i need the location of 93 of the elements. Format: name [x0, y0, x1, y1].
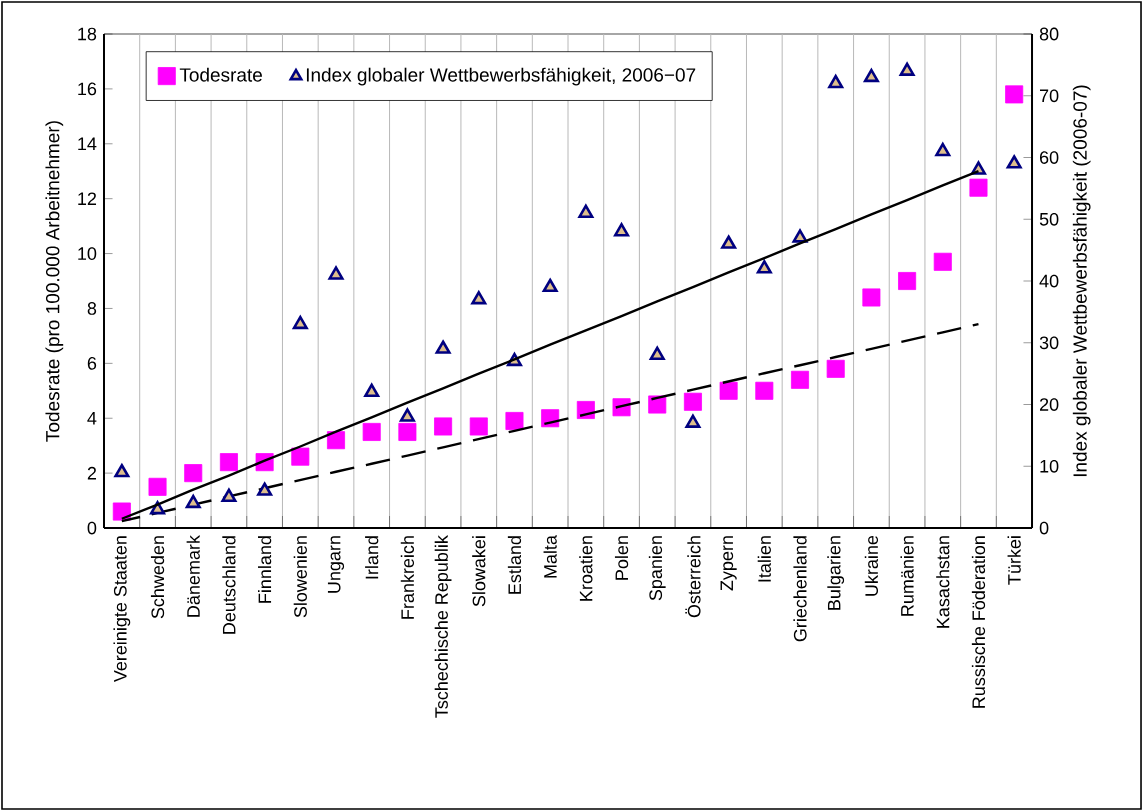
x-tick-label: Griechenland [793, 536, 807, 642]
x-tick-label: Tschechische Republik [434, 535, 452, 718]
x-tick-label: Ungarn [327, 536, 345, 593]
point [899, 62, 915, 76]
x-tick-label: Slowakei [472, 536, 486, 607]
point [721, 235, 737, 249]
x-tick-label: Dänemark [186, 535, 200, 617]
point [435, 340, 451, 354]
point [185, 494, 201, 509]
y-tick-label: 6 [87, 356, 97, 370]
x-tick-label: Finnland [258, 536, 272, 603]
y2-tick-label: 20 [1039, 398, 1059, 411]
y-tick-label: 18 [78, 27, 97, 41]
point [471, 291, 487, 305]
point [505, 411, 524, 430]
point [614, 223, 630, 237]
y2-axis-title: Index globaler Wettbewerbsfähigkeit (2006-07) [1072, 85, 1091, 477]
point [756, 260, 772, 274]
y-tick-label: 0 [87, 521, 97, 535]
y2-tick-label: 30 [1039, 336, 1059, 350]
x-tick-label: Kroatien [579, 536, 593, 601]
point [221, 488, 237, 503]
point [683, 392, 702, 411]
x-tick-label: Malta [543, 535, 557, 578]
point [898, 272, 917, 291]
point [328, 266, 344, 280]
point [719, 381, 738, 400]
x-tick-label: Rumänien [900, 536, 914, 616]
y-tick-label: 14 [78, 137, 97, 150]
y-tick-label: 16 [78, 82, 97, 96]
point [257, 482, 273, 496]
point [933, 252, 952, 271]
y2-tick-label: 0 [1039, 521, 1049, 535]
x-tick-label: Spanien [648, 536, 666, 601]
x-tick-label: Slowenien [293, 536, 307, 618]
point [364, 383, 380, 398]
x-tick-label: Italien [757, 536, 771, 582]
point [114, 463, 130, 478]
x-tick-label: Österreich [685, 536, 701, 618]
x-tick-label: Irland [365, 536, 379, 579]
point [863, 68, 879, 83]
y-tick-label: 12 [78, 192, 97, 205]
point [398, 422, 417, 441]
legend-label: Index globaler Wettbewerbsfähigkeit, 2006−07 [306, 67, 696, 86]
point [434, 417, 453, 436]
point [828, 74, 844, 89]
x-tick-label: Polen [614, 536, 629, 580]
y-tick-label: 8 [87, 302, 97, 315]
point [1005, 85, 1024, 104]
point [826, 359, 845, 378]
point [791, 370, 810, 389]
x-tick-label: Zypern [720, 536, 737, 591]
point [935, 142, 951, 157]
x-tick-label: Estland [507, 536, 522, 594]
point [148, 477, 167, 496]
point [685, 414, 701, 428]
point [292, 315, 308, 330]
point [362, 422, 381, 441]
y2-tick-label: 70 [1039, 89, 1059, 103]
point [469, 417, 488, 436]
point [291, 447, 310, 466]
x-tick-label: Russische Föderation [971, 536, 986, 708]
y-tick-label: 10 [78, 247, 97, 260]
point [1006, 155, 1022, 169]
y-tick-label: 4 [87, 412, 97, 425]
y2-tick-label: 50 [1039, 212, 1059, 226]
point [184, 464, 203, 483]
point [542, 278, 558, 293]
y2-tick-label: 40 [1039, 274, 1059, 288]
point [648, 395, 667, 414]
x-tick-label: Ukraine [864, 535, 879, 596]
y2-tick-label: 80 [1039, 27, 1059, 41]
point [792, 229, 808, 243]
point [327, 431, 345, 450]
point [755, 381, 774, 400]
point [399, 408, 415, 422]
point [862, 288, 881, 307]
y-axis-title: Todesrate (pro 100.000 Arbeitnehmer) [45, 121, 64, 442]
y2-tick-label: 10 [1040, 459, 1059, 473]
x-tick-label: Frankreich [400, 536, 415, 619]
x-tick-label: Kasachstan [936, 536, 950, 628]
y-tick-label: 2 [87, 466, 97, 480]
x-tick-label: Bulgarien [827, 536, 845, 610]
x-tick-label: Türkei [1007, 536, 1021, 585]
legend-label: Todesrate [179, 67, 262, 82]
x-tick-label: Schweden [150, 536, 165, 619]
point [649, 346, 665, 361]
point [969, 178, 988, 197]
x-tick-label: Vereinigte Staaten [113, 536, 131, 683]
y2-tick-label: 60 [1039, 151, 1059, 164]
x-tick-label: Deutschland [222, 536, 236, 634]
point [219, 453, 238, 472]
point [578, 204, 594, 218]
